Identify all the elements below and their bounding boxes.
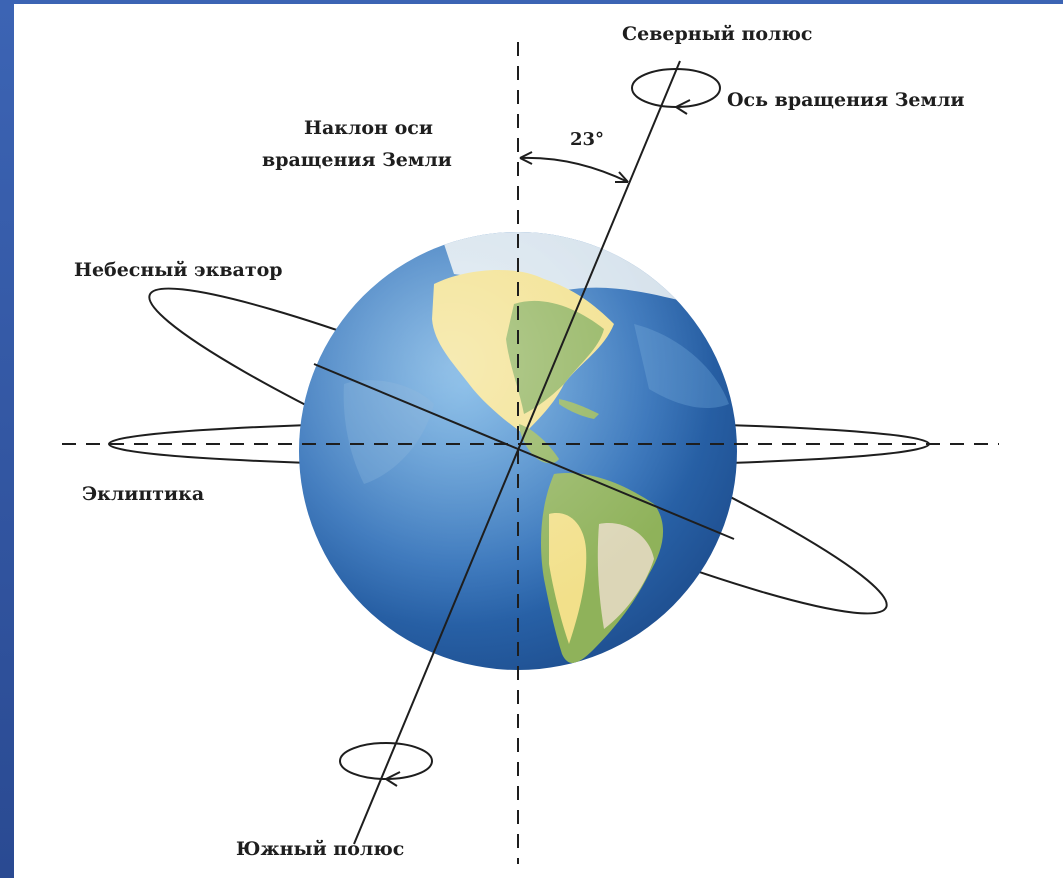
south-rotation-indicator — [339, 742, 433, 787]
equator-diameter-line — [313, 363, 735, 540]
north-rotation-indicator — [631, 68, 721, 115]
celestial-equator-label: Небесный экватор — [74, 259, 283, 281]
tilt-label-line2: вращения Земли — [262, 149, 452, 171]
tilt-label-line1: Наклон оси — [304, 117, 433, 139]
diagram-panel: Северный полюс Ось вращения Земли Наклон… — [14, 4, 1063, 878]
ecliptic-label: Эклиптика — [82, 483, 204, 505]
tilt-angle-arc — [519, 151, 629, 183]
north-pole-label: Северный полюс — [622, 23, 812, 45]
rotation-axis-line — [353, 60, 681, 845]
south-pole-label: Южный полюс — [236, 838, 404, 860]
rotation-axis-label: Ось вращения Земли — [727, 89, 965, 111]
earth-tilt-diagram: Северный полюс Ось вращения Земли Наклон… — [62, 23, 999, 864]
angle-label: 23° — [570, 129, 604, 150]
